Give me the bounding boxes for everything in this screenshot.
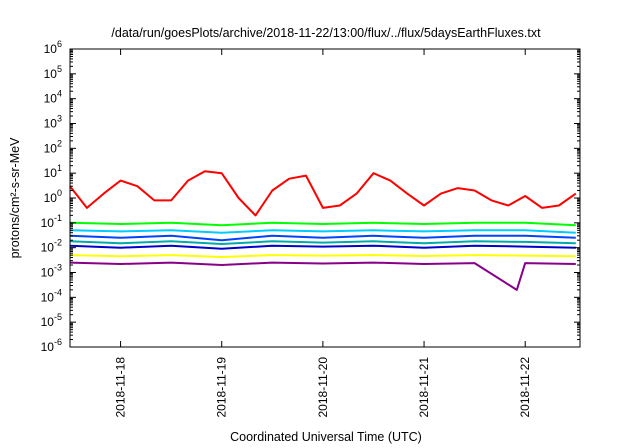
series-line-6 xyxy=(69,244,576,250)
series-line-7 xyxy=(69,254,576,258)
y-tick-label: 10-1 xyxy=(41,213,62,230)
y-tick-label: 100 xyxy=(44,188,62,205)
x-axis-title: Coordinated Universal Time (UTC) xyxy=(230,430,422,444)
y-tick-label: 10-6 xyxy=(41,337,62,354)
axis-layer: 10-6 10-5 10-4 10-3 10-2 10-1 100 101 102 103 104 1… xyxy=(41,39,580,418)
series-line-1 xyxy=(69,170,577,217)
plot-frame xyxy=(69,48,581,348)
x-tick-label: 2018-11-22 xyxy=(518,357,532,418)
series-layer xyxy=(69,170,577,291)
y-tick-label: 103 xyxy=(44,114,62,131)
series-line-5 xyxy=(69,240,576,245)
y-tick-label: 10-3 xyxy=(41,263,62,280)
chart-title: /data/run/goesPlots/archive/2018-11-22/1… xyxy=(111,26,541,40)
x-tick-label: 2018-11-20 xyxy=(316,357,330,418)
x-tick-label: 2018-11-21 xyxy=(417,357,431,418)
series-line-2 xyxy=(69,221,576,227)
y-tick-label: 10-2 xyxy=(41,238,62,255)
y-axis-title: protons/cm²-s-sr-MeV xyxy=(8,137,22,259)
y-tick-label: 101 xyxy=(44,163,62,180)
x-tick-label: 2018-11-18 xyxy=(114,357,128,418)
y-tick-label: 106 xyxy=(44,39,62,56)
series-line-3 xyxy=(69,229,576,234)
y-tick-label: 104 xyxy=(44,89,62,106)
y-tick-label: 102 xyxy=(44,138,62,155)
y-tick-label: 10-4 xyxy=(41,287,62,304)
x-tick-label: 2018-11-19 xyxy=(215,357,229,418)
series-line-8 xyxy=(69,261,576,291)
series-line-4 xyxy=(69,234,576,242)
y-tick-label: 105 xyxy=(44,64,62,81)
y-tick-label: 10-5 xyxy=(41,312,62,329)
